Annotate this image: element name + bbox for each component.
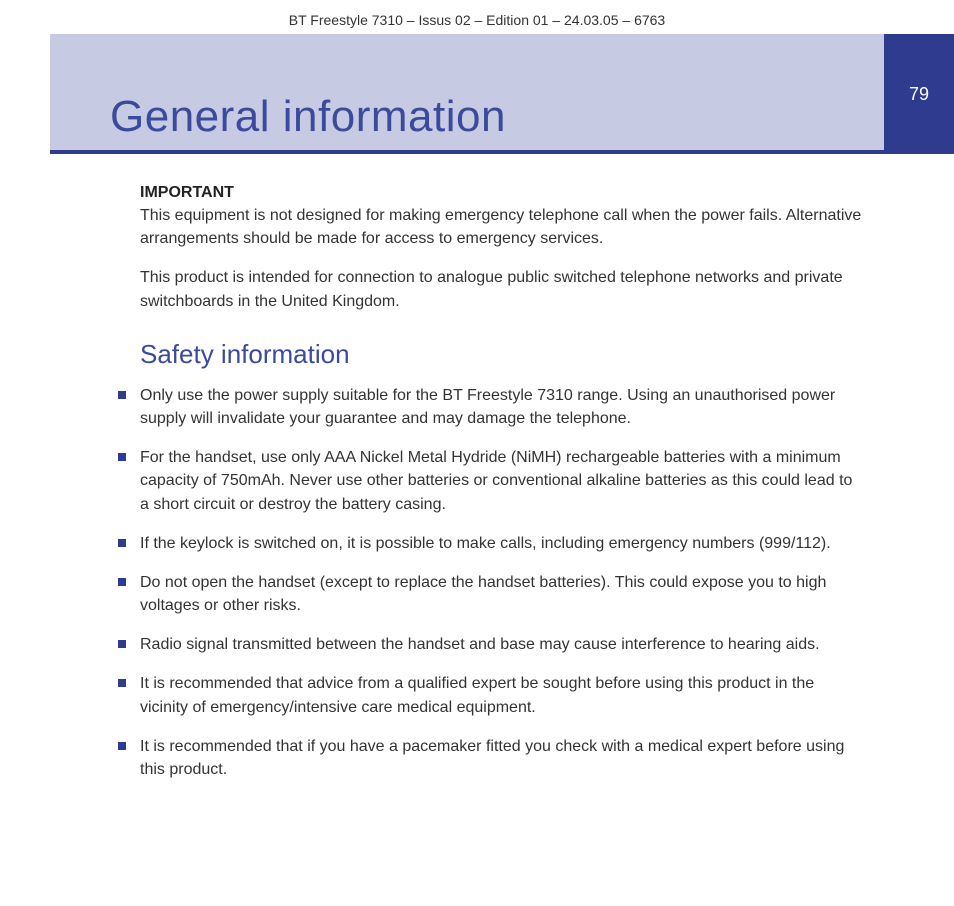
safety-section-title: Safety information <box>140 339 864 370</box>
title-banner: 79 General information <box>50 34 954 154</box>
safety-bullet-list: Only use the power supply suitable for t… <box>118 384 864 781</box>
important-label: IMPORTANT <box>140 184 864 202</box>
page-title: General information <box>110 92 506 142</box>
list-item: If the keylock is switched on, it is pos… <box>118 532 864 555</box>
list-item: It is recommended that advice from a qua… <box>118 672 864 718</box>
content-area: IMPORTANT This equipment is not designed… <box>0 154 954 781</box>
document-page: BT Freestyle 7310 – Issus 02 – Edition 0… <box>0 0 954 906</box>
banner-page-number-box: 79 <box>884 34 954 154</box>
document-id-header: BT Freestyle 7310 – Issus 02 – Edition 0… <box>0 0 954 34</box>
important-paragraph: This equipment is not designed for makin… <box>140 204 864 250</box>
list-item: Do not open the handset (except to repla… <box>118 571 864 617</box>
list-item: Radio signal transmitted between the han… <box>118 633 864 656</box>
list-item: Only use the power supply suitable for t… <box>118 384 864 430</box>
list-item: For the handset, use only AAA Nickel Met… <box>118 446 864 516</box>
list-item: It is recommended that if you have a pac… <box>118 735 864 781</box>
page-number: 79 <box>909 84 929 105</box>
important-paragraph: This product is intended for connection … <box>140 266 864 312</box>
